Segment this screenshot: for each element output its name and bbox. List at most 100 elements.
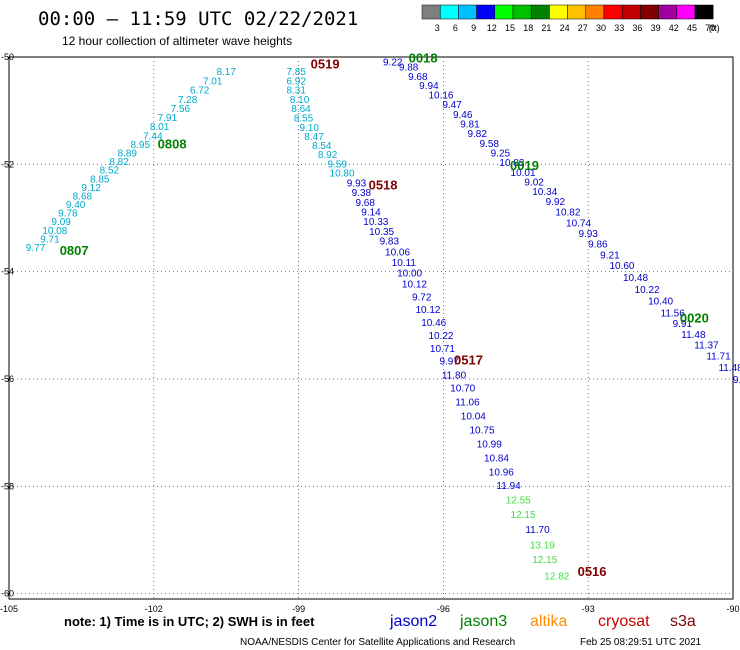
- legend-entry-cryosat: cryosat: [598, 613, 650, 630]
- footer-credit: NOAA/NESDIS Center for Satellite Applica…: [240, 637, 515, 648]
- wave-height-point: 8.89: [118, 149, 138, 160]
- wave-height-point: 9.38: [352, 188, 372, 199]
- pass-label: 0516: [578, 564, 607, 579]
- wave-height-point: 9.68: [355, 198, 375, 209]
- legend-entry-jason2: jason2: [389, 613, 437, 630]
- color-scale-label: 36: [632, 23, 642, 33]
- x-tick-label: -99: [292, 604, 305, 614]
- pass-label: 0019: [510, 158, 539, 173]
- wave-height-point: 10.46: [421, 318, 446, 329]
- wave-height-point: 8.55: [294, 114, 314, 125]
- color-swatch: [621, 4, 641, 20]
- wave-height-point: 11.48: [718, 363, 740, 374]
- color-swatch: [585, 4, 605, 20]
- wave-height-point: 7.91: [158, 113, 178, 124]
- wave-height-point: 9.09: [51, 217, 71, 228]
- y-tick-label: -52: [1, 159, 14, 169]
- color-swatch: [694, 4, 714, 20]
- wave-height-point: 9.81: [460, 120, 480, 131]
- wave-height-point: 9.93: [578, 229, 598, 240]
- wave-height-point: 10.74: [566, 218, 591, 229]
- pass-label: 0807: [60, 243, 89, 258]
- pass-label: 0519: [311, 56, 340, 71]
- wave-height-point: 13.19: [530, 540, 555, 551]
- wave-height-point: 9.77: [26, 243, 46, 254]
- wave-height-point: 9.67: [733, 375, 740, 386]
- wave-height-point: 11.56: [661, 308, 686, 319]
- color-swatch: [549, 4, 568, 20]
- wave-height-point: 10.40: [648, 297, 673, 308]
- wave-height-point: 9.71: [40, 234, 60, 245]
- wave-height-point: 9.78: [58, 209, 78, 220]
- color-scale-label: 9: [471, 23, 476, 33]
- wave-height-point: 9.14: [361, 208, 381, 219]
- color-scale-label: 12: [487, 23, 497, 33]
- y-tick-label: -54: [1, 267, 14, 277]
- wave-height-point: 10.75: [469, 425, 494, 436]
- wave-height-point: 8.10: [290, 95, 310, 106]
- color-scale-label: 21: [541, 23, 551, 33]
- wave-height-point: 9.10: [299, 123, 319, 134]
- color-scale-label: 30: [596, 23, 606, 33]
- wave-height-point: 11.80: [442, 371, 467, 382]
- wave-height-labels: 9.779.7110.089.099.789.408.689.128.858.5…: [26, 57, 740, 582]
- wave-height-point: 10.16: [428, 91, 453, 102]
- wave-height-point: 7.01: [203, 77, 223, 88]
- color-swatch: [512, 4, 532, 20]
- chart-subtitle: 12 hour collection of altimeter wave hei…: [62, 34, 292, 48]
- color-scale-label: 3: [435, 23, 440, 33]
- wave-height-point: 9.94: [419, 81, 439, 92]
- wave-height-point: 11.94: [496, 481, 521, 492]
- wave-height-point: 8.31: [286, 86, 306, 97]
- color-swatch: [421, 4, 441, 20]
- wave-height-point: 10.00: [397, 269, 422, 280]
- wave-height-point: 7.56: [171, 104, 191, 115]
- wave-height-point: 8.64: [291, 104, 311, 115]
- color-scale-label: 15: [505, 23, 515, 33]
- wave-height-point: 9.47: [442, 100, 462, 111]
- color-scale-label: 27: [578, 23, 588, 33]
- wave-height-point: 10.70: [450, 384, 475, 395]
- wave-height-point: 9.21: [600, 250, 620, 261]
- wave-height-point: 10.96: [489, 467, 514, 478]
- x-tick-label: -93: [582, 604, 595, 614]
- wave-height-point: 10.01: [511, 168, 536, 179]
- wave-height-point: 9.02: [524, 177, 544, 188]
- wave-height-point: 11.71: [706, 351, 731, 362]
- satellite-legend: jason2 jason3 altika cryosat s3a: [389, 613, 696, 630]
- wave-height-point: 10.08: [42, 226, 67, 237]
- wave-height-point: 10.83: [499, 158, 524, 169]
- wave-height-point: 10.99: [477, 439, 502, 450]
- wave-height-point: 9.92: [546, 197, 566, 208]
- legend-entry-jason3: jason3: [459, 613, 507, 630]
- wave-height-point: 9.72: [412, 292, 432, 303]
- wave-height-point: 10.48: [623, 273, 648, 284]
- wave-height-point: 8.82: [109, 157, 129, 168]
- color-swatch: [603, 4, 623, 20]
- wave-height-point: 10.34: [532, 187, 557, 198]
- color-scale-label: (ft): [709, 23, 720, 33]
- wave-height-point: 9.91: [673, 319, 693, 330]
- wave-height-point: 12.15: [511, 510, 536, 521]
- color-scale-bar: 3 6 9 12 15 18 21 24 27 30 33 36 39 42 45 70(ft): [421, 4, 720, 33]
- wave-height-point: 10.35: [369, 227, 394, 238]
- y-tick-label: -56: [1, 374, 14, 384]
- wave-height-point: 8.54: [312, 141, 332, 152]
- color-scale-label: 39: [651, 23, 661, 33]
- wave-height-point: 9.22: [383, 57, 403, 68]
- chart-title: 00:00 – 11:59 UTC 02/22/2021: [38, 8, 358, 30]
- color-swatch: [458, 4, 477, 20]
- wave-height-point: 7.85: [286, 67, 306, 78]
- y-tick-label: -50: [1, 52, 14, 62]
- x-tick-label: -96: [437, 604, 450, 614]
- color-swatch: [567, 4, 587, 20]
- wave-height-point: 8.68: [73, 191, 93, 202]
- wave-height-point: 10.06: [385, 247, 410, 258]
- wave-height-point: 9.68: [408, 72, 428, 83]
- wave-height-point: 9.97: [439, 357, 459, 368]
- wave-height-point: 9.93: [347, 179, 367, 190]
- wave-height-point: 9.25: [491, 149, 511, 160]
- color-scale-label: 45: [687, 23, 697, 33]
